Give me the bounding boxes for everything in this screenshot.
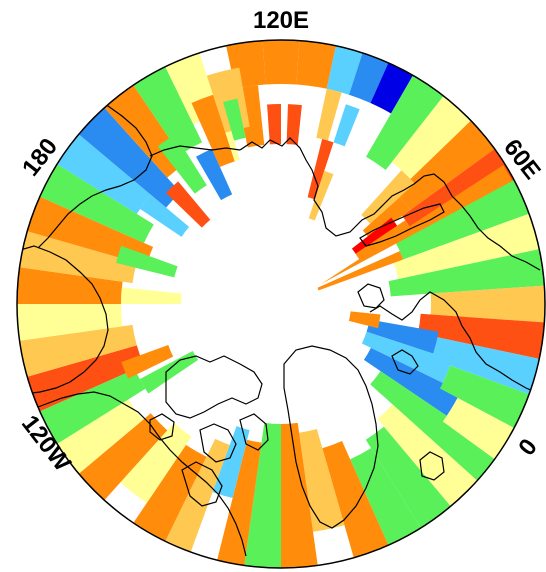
grid-cell [317, 251, 404, 291]
coastline-siberia [149, 145, 241, 157]
grid-cell [439, 365, 530, 428]
grid-cell [157, 134, 207, 194]
coastline-scandinavia [369, 291, 541, 395]
grid-cell [370, 371, 500, 481]
grid-cell [17, 304, 123, 341]
grid-cell [442, 397, 515, 460]
grid-cell [262, 40, 300, 85]
coastline-novaya [359, 203, 445, 247]
grid-cell [165, 181, 211, 228]
grid-cell [116, 245, 178, 278]
grid-cell [140, 194, 190, 237]
grid-cell [362, 196, 411, 240]
grid-cell [133, 66, 203, 155]
grid-cell [417, 313, 545, 359]
grid-cell [348, 52, 389, 104]
grid-cell [57, 134, 151, 214]
grid-cell [395, 180, 530, 260]
map-boundary [16, 39, 546, 569]
grid-cell [326, 45, 363, 95]
grid-cell [78, 107, 181, 208]
grid-cell [196, 148, 233, 201]
grid-cell [121, 345, 174, 379]
grid-cell [321, 165, 513, 284]
grid-cell [217, 439, 262, 566]
grid-cell [39, 369, 146, 444]
grid-cell [165, 438, 230, 553]
grid-cell [393, 213, 540, 280]
grid-cell [370, 62, 413, 114]
grid-cell [121, 287, 182, 304]
grid-cell [223, 98, 246, 141]
grid-cell [333, 104, 360, 147]
grid-cell [286, 104, 302, 145]
label-0: 0 [513, 434, 543, 461]
grid-cell [19, 231, 137, 284]
grid-cell [366, 319, 439, 354]
grid-cell [191, 94, 235, 167]
grid-cell [316, 88, 342, 141]
coastline-alaska [19, 245, 109, 395]
grid-cell [39, 164, 154, 243]
label-120e: 120E [253, 7, 309, 34]
grid-cell [348, 311, 381, 329]
coastlines [19, 97, 541, 557]
grid-cell [120, 422, 192, 503]
grid-cell [308, 170, 334, 221]
coastline-north-america [29, 391, 247, 557]
grid-cell [388, 249, 545, 297]
grid-cell [361, 170, 415, 224]
grid-cell [78, 413, 168, 501]
grid-cell [267, 104, 281, 145]
grid-cell [363, 347, 461, 416]
grid-cell [27, 345, 144, 412]
grid-cell [351, 217, 400, 257]
coastline-hudson [181, 461, 223, 507]
grid-cell [133, 444, 207, 542]
grid-cell [322, 441, 389, 558]
grid-cell [377, 404, 478, 507]
grid-cell [19, 324, 137, 377]
anomaly-cells [17, 40, 545, 568]
grid-cell [402, 148, 515, 234]
grid-cell [244, 422, 281, 568]
coastline-eurasia [239, 137, 541, 271]
grid-cell [366, 75, 444, 171]
grid-cell [57, 399, 144, 474]
grid-cell [350, 448, 421, 546]
grid-cell [412, 333, 540, 395]
grid-cell [361, 331, 453, 383]
coastline-svalbard [357, 283, 385, 309]
coastline-iceland-uk [391, 349, 445, 481]
grid-cell [139, 350, 199, 394]
coastline-canadian-archipelago [149, 355, 269, 463]
coastline-chukotka [37, 97, 153, 249]
coastline-greenland [283, 345, 379, 529]
grid-cell [17, 267, 123, 304]
grid-cell [430, 285, 545, 323]
grid-cell [391, 95, 471, 179]
grid-cell [281, 422, 318, 568]
grid-cell [212, 426, 250, 499]
grid-cell [296, 40, 336, 89]
grid-cell [365, 426, 451, 528]
grid-cell [396, 120, 495, 210]
grid-cell [307, 139, 334, 200]
